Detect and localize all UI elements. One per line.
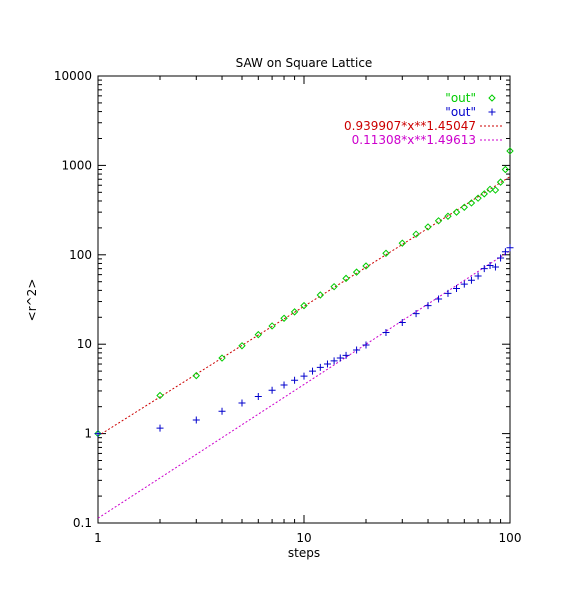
plus-point [280,381,288,389]
plus-point [330,357,338,365]
diamond-point [412,230,420,238]
legend-label: 0.939907*x**1.45047 [344,119,476,133]
x-axis-label: steps [288,546,320,560]
plus-point [486,261,494,269]
plus-point [342,351,350,359]
diamond-point [496,178,505,186]
diamond-point [467,199,476,207]
plus-point [254,393,262,401]
legend-label: "out" [445,91,476,105]
y-tick-label: 100 [69,248,92,262]
diamond-point [382,249,390,257]
plus-point [501,248,509,256]
diamond-point [268,322,276,330]
plus-point [398,318,406,326]
legend: "out""out"0.939907*x**1.450470.11308*x**… [344,91,504,147]
plus-point [453,284,461,292]
diamond-point [480,190,488,198]
plus-point [480,265,488,273]
plus-point [506,244,514,252]
y-tick-label: 10000 [54,69,92,83]
x-axis: 1 10 100 [94,76,521,545]
diamond-point [424,223,432,231]
y-axis-label: <r^2> [25,279,39,322]
legend-marker [488,94,496,102]
fit-line [97,176,511,437]
diamond-point [192,371,200,380]
diamond-point [501,165,510,174]
plus-point [460,280,468,288]
diamond-point [280,314,288,322]
plus-point [424,302,432,310]
data-points [94,147,514,438]
plus-point [362,341,370,349]
plus-point [435,295,443,303]
x-tick-label: 1 [94,531,102,545]
plus-point [300,372,308,380]
plus-point [94,430,102,438]
diamond-point [156,391,164,400]
x-tick-label: 100 [499,531,522,545]
plus-point [382,329,390,337]
plus-point [491,263,499,271]
plus-point [238,399,246,407]
diamond-point [330,282,338,291]
diamond-point [506,147,514,155]
y-axis: 0.1 1 10 100 1000 10000 [54,69,510,530]
legend-label: "out" [445,105,476,119]
plus-point [336,354,344,362]
diamond-point [474,194,482,202]
diamond-point [398,239,406,247]
plus-point [218,407,226,415]
diamond-point [444,212,452,220]
plus-point [412,310,420,318]
diamond-point [491,186,500,194]
diamond-point [352,268,361,276]
x-tick-label: 10 [296,531,311,545]
plus-point [309,367,317,375]
diamond-point [460,203,469,211]
diamond-point [300,301,308,310]
plus-point [316,363,324,371]
diamond-point [290,308,299,316]
legend-label: 0.11308*x**1.49613 [352,133,476,147]
plus-point [444,289,452,297]
diamond-point [316,291,325,299]
diamond-point [362,262,370,270]
diamond-point [254,330,263,339]
legend-marker [488,108,496,116]
plus-point [192,416,200,424]
y-tick-label: 10 [77,337,92,351]
plus-point [291,376,299,384]
diamond-point [434,217,443,225]
diamond-point [218,354,226,362]
y-tick-label: 1000 [61,158,92,172]
diamond-point [238,342,246,350]
diamond-point [452,208,461,216]
plus-point [268,386,276,394]
diamond-point [342,274,350,283]
fit-lines [97,176,511,519]
plus-point [353,346,361,354]
y-tick-label: 1 [84,427,92,441]
chart-title: SAW on Square Lattice [236,56,373,70]
plus-point [467,276,475,284]
diamond-point [486,185,494,194]
plus-point [323,360,331,368]
fit-line [97,250,511,519]
plus-point [497,254,505,262]
y-tick-label: 0.1 [73,516,92,530]
plus-point [156,424,164,432]
plus-point [474,272,482,280]
